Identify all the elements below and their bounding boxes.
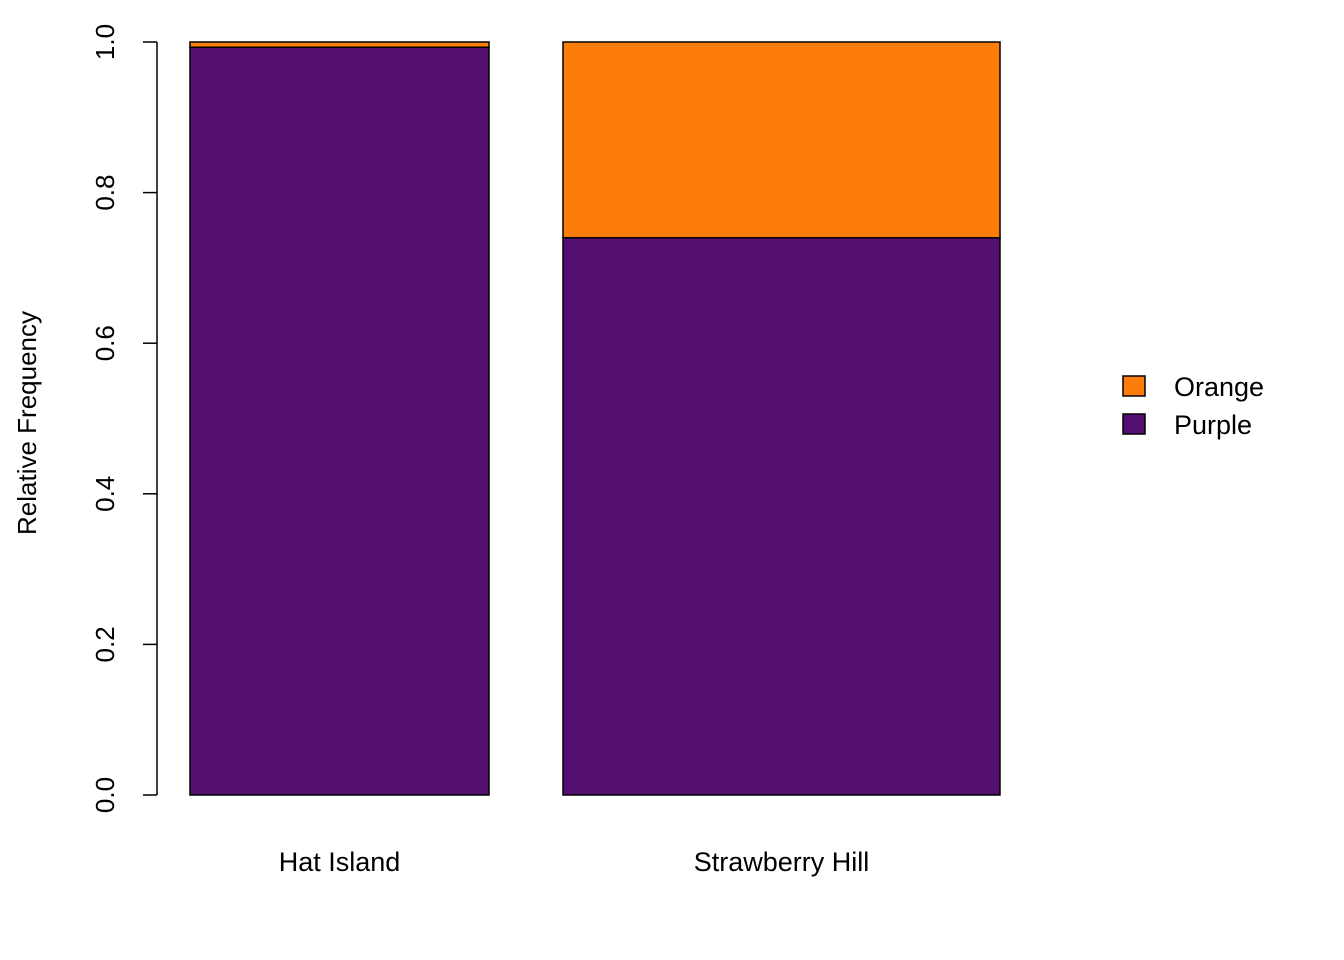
y-tick-label: 0.4	[90, 476, 120, 512]
legend-swatch-purple	[1122, 413, 1146, 435]
bars	[189, 41, 1001, 796]
y-tick-label: 0.8	[90, 175, 120, 211]
y-axis: 0.0 0.2 0.4 0.6 0.8 1.0	[90, 24, 158, 813]
bar-orange-1	[562, 41, 1001, 239]
x-category-label: Strawberry Hill	[694, 847, 870, 877]
bar-purple-0	[189, 46, 490, 796]
legend: Orange Purple	[1122, 372, 1264, 440]
x-axis-labels: Hat Island Strawberry Hill	[279, 847, 870, 877]
legend-label-purple: Purple	[1174, 410, 1252, 440]
bar-purple-1	[562, 237, 1001, 796]
y-axis-title: Relative Frequency	[12, 311, 42, 535]
legend-label-orange: Orange	[1174, 372, 1264, 402]
y-tick-label: 1.0	[90, 24, 120, 60]
legend-swatch-orange	[1122, 375, 1146, 397]
y-tick-label: 0.2	[90, 626, 120, 662]
y-tick-label: 0.6	[90, 325, 120, 361]
bar-orange-0	[189, 41, 490, 49]
x-category-label: Hat Island	[279, 847, 401, 877]
y-tick-label: 0.0	[90, 777, 120, 813]
